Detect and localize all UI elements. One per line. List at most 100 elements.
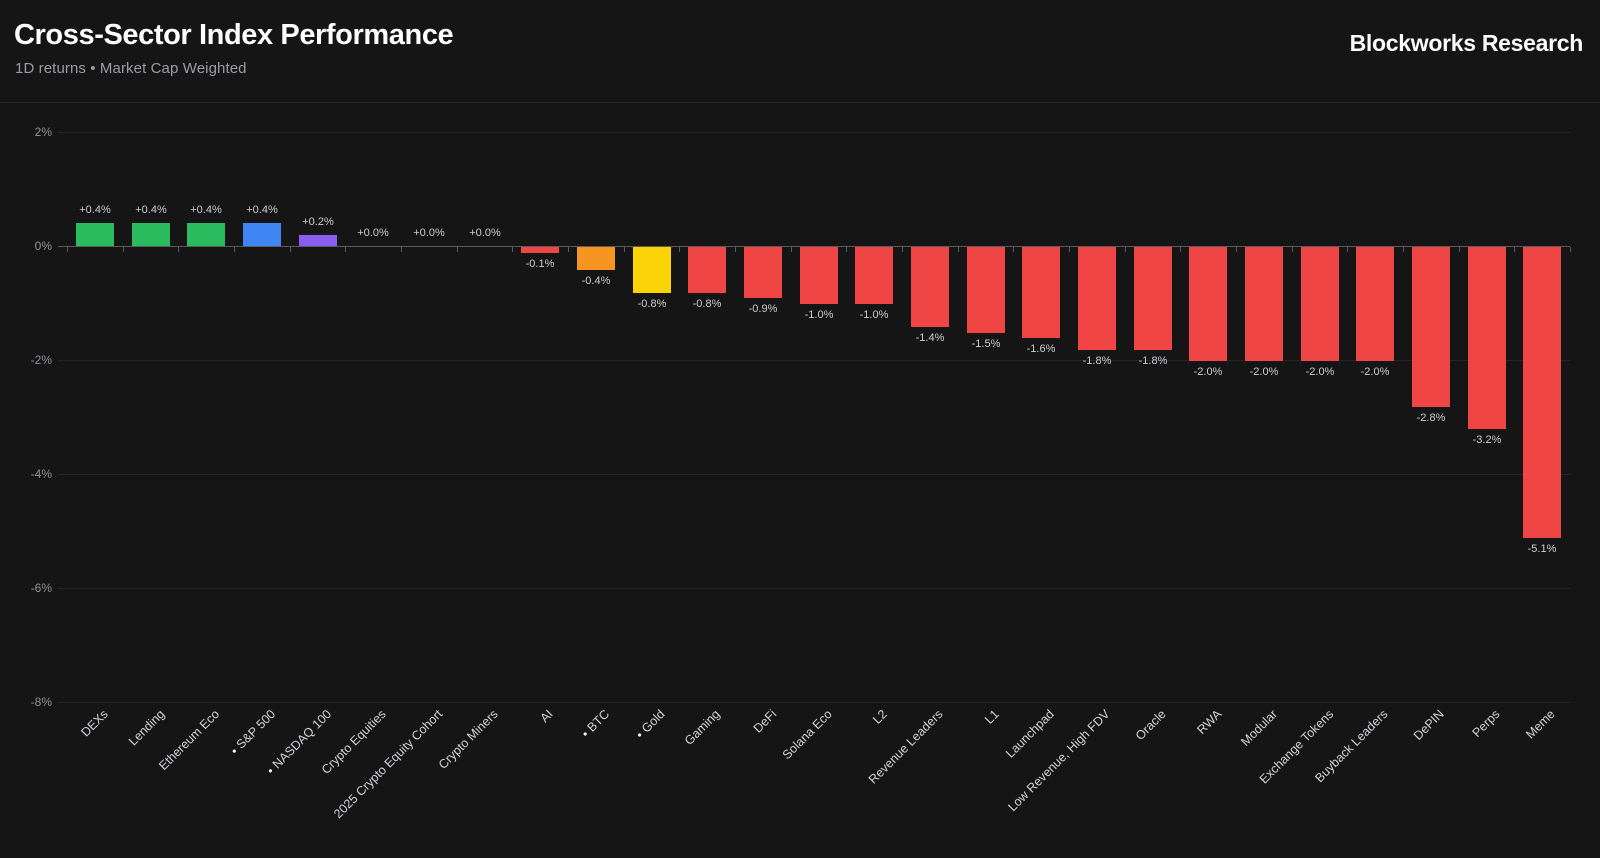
x-axis-category-label: L1 [982, 707, 1002, 727]
x-axis-category-label: Low Revenue, High FDV [1005, 707, 1113, 815]
bar-value-label: +0.4% [79, 204, 111, 216]
x-axis-category-label: DePIN [1410, 707, 1447, 743]
bar-value-label: +0.4% [190, 204, 222, 216]
bar-value-label: -2.8% [1416, 412, 1446, 424]
benchmark-dot: • [227, 744, 241, 758]
bar-value-label: -3.2% [1472, 434, 1502, 446]
x-axis-category-label: Gaming [682, 707, 723, 748]
bar-value-label: -0.1% [525, 258, 555, 270]
x-axis-category-label: Crypto Miners [435, 707, 501, 772]
x-axis-category-label: Modular [1238, 707, 1280, 749]
axis-tick [1124, 247, 1126, 252]
header-divider [0, 102, 1600, 103]
x-axis-category-label: Solana Eco [779, 707, 835, 763]
x-axis-category-label: Launchpad [1003, 707, 1057, 761]
bar-value-label: -0.9% [748, 303, 778, 315]
axis-tick [178, 247, 180, 252]
axis-tick [1236, 247, 1237, 252]
bar [132, 223, 170, 246]
bar-value-label: -1.8% [1082, 355, 1112, 367]
bar [1078, 247, 1116, 350]
bar [633, 247, 671, 293]
bar [577, 247, 615, 270]
y-axis-tick-label: -6% [30, 581, 52, 595]
axis-tick [902, 247, 903, 252]
axis-tick [735, 247, 736, 252]
x-axis-category-label: RWA [1193, 707, 1224, 738]
gridline [58, 702, 1570, 703]
bar [299, 235, 337, 246]
bar [1468, 247, 1506, 429]
bar-value-label: -1.5% [971, 338, 1001, 350]
bar-value-label: -2.0% [1249, 366, 1279, 378]
bar-value-label: +0.0% [413, 227, 445, 239]
bar [744, 247, 782, 298]
bar-value-label: -5.1% [1527, 543, 1557, 555]
gridline [58, 360, 1570, 361]
bar [967, 247, 1005, 333]
bar [243, 223, 281, 246]
x-axis-category-label: •Gold [633, 707, 668, 742]
x-axis-category-label: AI [537, 707, 556, 726]
bar [1356, 247, 1394, 361]
x-axis-category-label: L2 [870, 707, 890, 727]
gridline [58, 474, 1570, 475]
axis-tick [957, 247, 959, 252]
bar [1189, 247, 1227, 361]
axis-tick [679, 247, 681, 252]
bar [1134, 247, 1172, 350]
axis-tick [1291, 247, 1293, 252]
bar-value-label: -1.6% [1026, 343, 1056, 355]
x-axis-category-label: Perps [1469, 707, 1503, 740]
axis-tick [1570, 247, 1571, 252]
bar-value-label: -1.4% [915, 332, 945, 344]
bar-value-label: +0.2% [302, 216, 334, 228]
bar-value-label: +0.0% [357, 227, 389, 239]
gridline [58, 132, 1570, 133]
axis-tick [623, 247, 625, 252]
axis-tick [1347, 247, 1349, 252]
y-axis-tick-label: 2% [34, 125, 52, 139]
bar [688, 247, 726, 293]
y-axis-tick-label: -4% [30, 467, 52, 481]
bar-value-label: -2.0% [1305, 366, 1335, 378]
page-title: Cross-Sector Index Performance [14, 19, 454, 51]
axis-tick [122, 247, 124, 252]
benchmark-dot: • [633, 728, 647, 742]
bar-value-label: -2.0% [1193, 366, 1223, 378]
axis-tick [1013, 247, 1015, 252]
axis-tick [345, 247, 347, 252]
x-axis-category-label: DEXs [78, 707, 111, 740]
y-axis-tick-label: -2% [30, 353, 52, 367]
x-axis-category-label: Meme [1523, 707, 1558, 742]
gridline [58, 588, 1570, 589]
bar-value-label: -1.8% [1138, 355, 1168, 367]
axis-tick [456, 247, 458, 252]
benchmark-dot: • [578, 727, 592, 741]
axis-tick [67, 247, 68, 252]
bar [1245, 247, 1283, 361]
benchmark-dot: • [263, 764, 277, 778]
bar [1301, 247, 1339, 361]
x-axis-category-label: Oracle [1132, 707, 1169, 743]
bar [855, 247, 893, 304]
bar-value-label: -2.0% [1360, 366, 1390, 378]
x-axis-category-label: 2025 Crypto Equity Cohort [330, 707, 445, 822]
x-axis-category-label: Lending [125, 707, 167, 749]
chart-subtitle: 1D returns • Market Cap Weighted [15, 60, 247, 77]
bar-value-label: +0.0% [469, 227, 501, 239]
axis-tick [846, 247, 848, 252]
bar [911, 247, 949, 327]
y-axis-tick-label: 0% [34, 239, 52, 253]
bar [187, 223, 225, 246]
axis-tick [234, 247, 235, 252]
axis-tick [1458, 247, 1460, 252]
chart-header: Cross-Sector Index Performance 1D return… [0, 0, 1600, 101]
bar [1412, 247, 1450, 407]
bar-value-label: -1.0% [804, 309, 834, 321]
x-axis-category-label: •BTC [578, 707, 612, 741]
axis-tick [1403, 247, 1404, 252]
bar-value-label: -0.8% [692, 298, 722, 310]
